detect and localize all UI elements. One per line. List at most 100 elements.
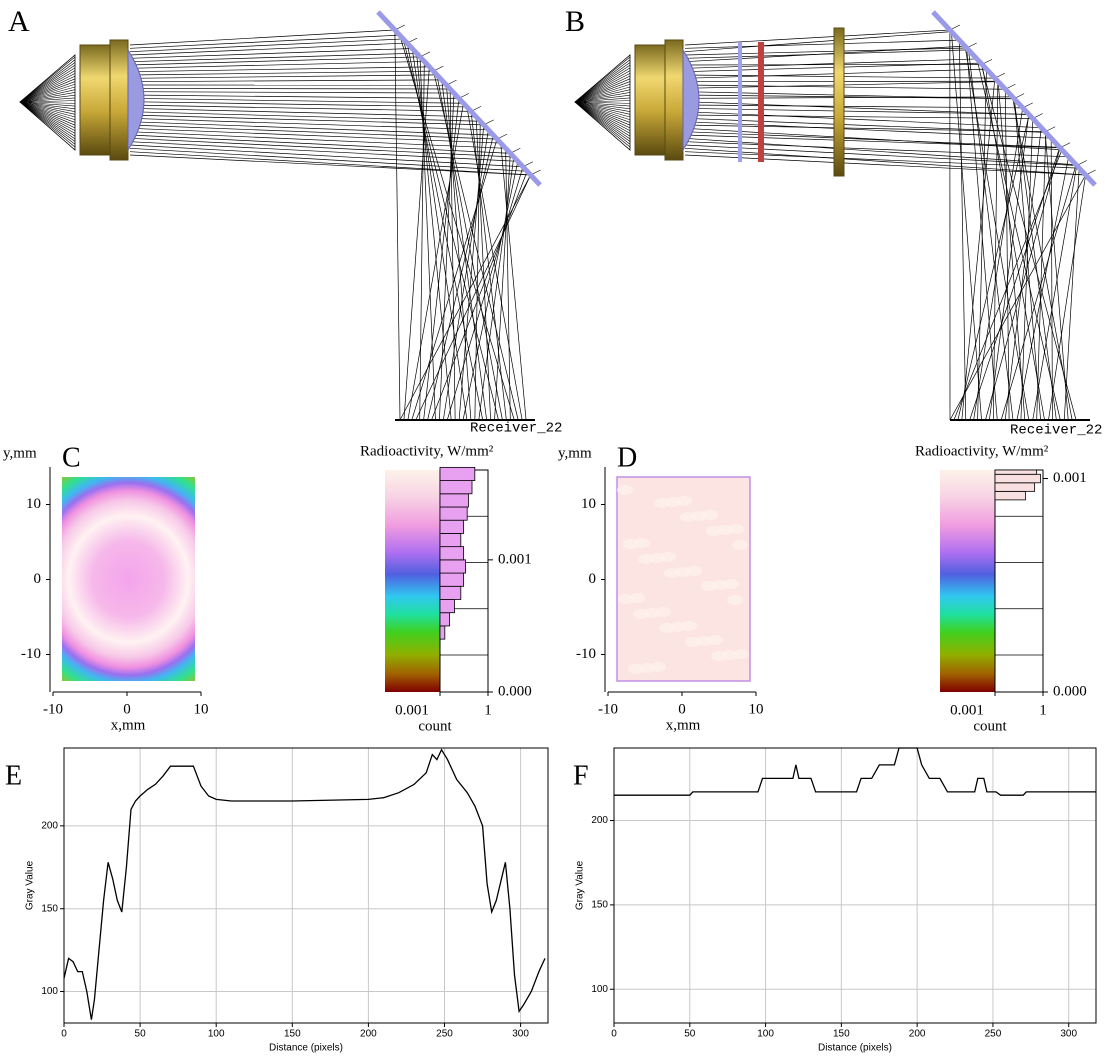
- count-label: count: [418, 718, 452, 734]
- plot-frame: [64, 748, 548, 1023]
- colorbar: [385, 470, 440, 692]
- histogram-bar: [440, 626, 445, 639]
- ray: [1064, 168, 1079, 420]
- profile-line: [64, 750, 545, 1020]
- ray: [130, 108, 476, 116]
- panel-label: F: [573, 760, 589, 791]
- x-tick-label: 0: [611, 1029, 617, 1040]
- histogram-frame: [995, 470, 1043, 692]
- count-tick-label: 0.001: [395, 702, 429, 718]
- histogram-bar: [440, 481, 472, 494]
- histogram-bar: [995, 491, 1025, 500]
- ray: [685, 115, 1033, 119]
- histogram-bar: [440, 467, 475, 480]
- ray: [446, 85, 470, 420]
- y-tick-label: 200: [591, 815, 608, 826]
- y-axis-label: y,mm: [558, 445, 592, 461]
- y-tick-label: 200: [41, 821, 58, 832]
- y-tick-label: 150: [591, 900, 608, 911]
- ray: [130, 88, 450, 89]
- map-speckle: [650, 662, 666, 672]
- histogram-bar: [995, 474, 1041, 483]
- x-tick-label: 0: [678, 701, 686, 717]
- histogram-bar: [440, 560, 466, 573]
- x-tick-label: 250: [436, 1029, 453, 1040]
- lens-mount: [80, 45, 110, 155]
- histogram-bar: [440, 613, 450, 626]
- x-axis-label: Distance (pixels): [269, 1043, 343, 1054]
- ray: [447, 167, 523, 420]
- y-tick-label: 0: [589, 571, 597, 587]
- filter: [738, 42, 742, 162]
- colorbar-title: Radioactivity, W/mm²: [915, 443, 1049, 459]
- panel-label: C: [62, 442, 81, 473]
- colorbar-tick-label: 0.001: [498, 551, 532, 567]
- filter: [758, 42, 764, 162]
- ray-diagrams: [20, 12, 1096, 420]
- ray: [685, 102, 1029, 115]
- map-speckle: [727, 595, 743, 605]
- map-speckle: [723, 579, 739, 589]
- intensity-map: [62, 477, 195, 681]
- lens-mount: [110, 40, 128, 160]
- map-speckle: [707, 635, 723, 645]
- colorbar-tick-label: 0.001: [1053, 470, 1087, 486]
- x-tick-label: -10: [43, 701, 63, 717]
- y-tick-label: 150: [41, 903, 58, 914]
- panel-label: B: [565, 5, 585, 38]
- ray: [130, 155, 531, 175]
- ray: [685, 105, 1023, 108]
- ray: [130, 125, 497, 139]
- map-speckle: [686, 566, 702, 576]
- x-tick-label: 50: [684, 1029, 696, 1040]
- receiver-label: Receiver_22: [470, 421, 562, 437]
- x-tick-label: 150: [284, 1029, 301, 1040]
- x-tick-label: 300: [1060, 1029, 1077, 1040]
- x-axis-label: Distance (pixels): [818, 1043, 892, 1054]
- histogram-bar: [440, 533, 461, 546]
- y-axis-label: Gray Value: [25, 860, 36, 910]
- histogram-bar: [440, 600, 454, 613]
- map-speckle: [733, 649, 749, 659]
- histogram-bar: [995, 470, 1037, 474]
- lens-mount: [665, 40, 683, 160]
- count-label: count: [973, 718, 1007, 734]
- colorbar-tick-label: 0.000: [1053, 683, 1087, 699]
- histogram-bar: [440, 520, 464, 533]
- x-tick-label: 10: [749, 701, 764, 717]
- histogram-bar: [440, 573, 464, 586]
- colorbar-tick-label: 0.000: [498, 683, 532, 699]
- count-tick-label: 1: [484, 702, 492, 718]
- x-tick-label: 200: [360, 1029, 377, 1040]
- ray: [130, 53, 417, 61]
- map-speckle: [676, 496, 692, 506]
- colorbar: [940, 470, 995, 692]
- lens-mount: [635, 45, 665, 155]
- panel-label: A: [8, 5, 30, 38]
- map-speckle: [732, 540, 748, 550]
- y-tick-label: -10: [576, 646, 596, 662]
- colorbar-title: Radioactivity, W/mm²: [360, 443, 494, 459]
- y-tick-label: -10: [21, 646, 41, 662]
- x-tick-label: 150: [833, 1029, 850, 1040]
- ray: [20, 73, 75, 102]
- y-tick-label: 100: [591, 984, 608, 995]
- histogram-bar: [440, 547, 464, 560]
- histogram-bar: [440, 586, 461, 599]
- y-tick-label: 100: [41, 986, 58, 997]
- ray: [685, 59, 977, 68]
- profile-line: [614, 748, 1096, 795]
- y-tick-label: 10: [26, 496, 41, 512]
- ray: [685, 142, 1069, 157]
- x-tick-label: 50: [135, 1029, 147, 1040]
- receiver-label: Receiver_22: [1010, 423, 1102, 439]
- ray: [395, 30, 400, 420]
- y-axis-label: Gray Value: [575, 860, 586, 910]
- y-tick-label: 10: [581, 496, 596, 512]
- map-speckle: [681, 621, 697, 631]
- x-tick-label: 300: [512, 1029, 529, 1040]
- count-tick-label: 0.001: [950, 702, 984, 718]
- x-tick-label: 200: [909, 1029, 926, 1040]
- map-speckle: [702, 510, 718, 520]
- ray: [685, 145, 1077, 166]
